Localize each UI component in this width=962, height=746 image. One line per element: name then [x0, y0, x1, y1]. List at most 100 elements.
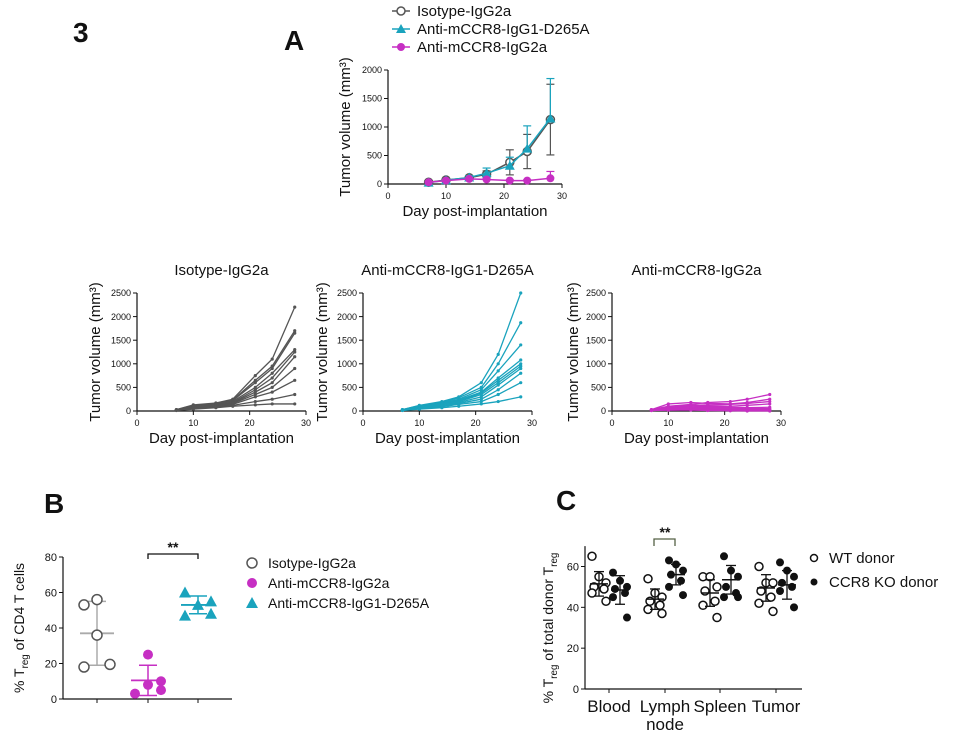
data-point	[270, 357, 274, 361]
data-point	[756, 586, 766, 596]
x-tick-label: 30	[301, 418, 311, 428]
data-point	[720, 593, 728, 602]
y-axis-label-part: reg	[549, 665, 560, 679]
significance-bracket	[147, 553, 199, 559]
y-tick-label: 20	[567, 643, 579, 655]
data-point	[479, 402, 483, 406]
x-tick-label: 30	[776, 418, 786, 428]
data-point	[778, 578, 786, 587]
data-point	[519, 358, 523, 362]
legend-label: Isotype-IgG2a	[417, 3, 512, 20]
y-tick-label: 1500	[362, 94, 382, 104]
data-point	[523, 176, 532, 185]
data-point	[546, 174, 555, 183]
data-point	[496, 383, 500, 387]
y-tick-label: 2000	[337, 312, 357, 322]
data-point	[519, 395, 523, 399]
data-point	[253, 390, 257, 394]
data-point	[657, 592, 667, 602]
x-tick-label: 30	[527, 418, 537, 428]
y-tick-label: 1000	[337, 359, 357, 369]
data-point	[645, 596, 655, 606]
x-tick-label: node	[646, 715, 684, 734]
data-point	[665, 582, 673, 591]
data-point	[270, 381, 274, 385]
x-tick-label: Blood	[587, 697, 630, 716]
data-point	[293, 348, 297, 352]
data-point	[649, 408, 654, 413]
legend-label: Anti-mCCR8-IgG2a	[268, 575, 390, 591]
data-point	[91, 593, 103, 606]
y-tick-label: 1500	[586, 335, 606, 345]
data-point	[253, 381, 257, 385]
y-tick-label: 2500	[337, 288, 357, 298]
data-point	[599, 584, 609, 594]
data-point	[424, 178, 433, 187]
data-point	[505, 176, 514, 185]
data-point	[790, 603, 798, 612]
y-axis-label-part: of CD4 T cells	[11, 563, 27, 654]
legend-marker	[809, 553, 819, 563]
data-point	[545, 113, 556, 123]
series-line-1	[428, 117, 551, 184]
data-point	[253, 378, 257, 382]
data-point	[519, 343, 523, 347]
y-axis-label: Tumor volume (mm³)	[87, 282, 104, 421]
figure-number: 3	[73, 17, 89, 48]
data-point	[587, 588, 597, 598]
data-point	[231, 404, 235, 408]
data-point	[400, 408, 405, 413]
chart-title: Isotype-IgG2a	[174, 262, 269, 279]
legend-label: CCR8 KO donor	[829, 574, 938, 591]
data-point	[728, 409, 732, 413]
data-point	[609, 568, 617, 577]
data-point	[496, 352, 500, 356]
data-point	[270, 376, 274, 380]
data-point	[465, 174, 474, 183]
y-axis-label-part: reg	[20, 654, 31, 668]
legend-marker	[396, 6, 406, 16]
y-tick-label: 500	[342, 383, 357, 393]
data-point	[496, 376, 500, 380]
y-tick-label: 2500	[586, 288, 606, 298]
data-point	[205, 607, 217, 619]
data-point	[293, 331, 297, 335]
y-axis-label: Tumor volume (mm³)	[337, 57, 354, 196]
data-point	[665, 556, 673, 565]
y-axis-label: % Treg of CD4 T cells	[11, 563, 31, 693]
data-point	[745, 403, 749, 407]
legend-marker	[246, 597, 258, 608]
data-point	[479, 381, 483, 385]
data-point	[253, 399, 257, 404]
data-point	[601, 596, 611, 606]
data-point	[253, 395, 257, 399]
data-point	[130, 688, 140, 699]
data-point	[745, 409, 749, 413]
data-point	[253, 392, 257, 397]
y-tick-label: 1500	[111, 335, 131, 345]
data-point	[440, 406, 444, 410]
legend-marker	[396, 24, 406, 33]
data-point	[270, 397, 274, 401]
data-point	[706, 408, 710, 413]
y-tick-label: 1000	[362, 122, 382, 132]
data-point	[768, 392, 772, 397]
x-tick-label: 0	[609, 418, 614, 428]
x-tick-label: 0	[360, 418, 365, 428]
y-tick-label: 2000	[362, 65, 382, 75]
data-point	[643, 574, 653, 584]
data-point	[496, 388, 500, 392]
data-point	[496, 362, 500, 366]
y-axis-label: Tumor volume (mm³)	[314, 282, 331, 421]
legend-label: Anti-mCCR8-IgG1-D265A	[268, 595, 430, 611]
chart-title: Anti-mCCR8-IgG1-D265A	[361, 262, 534, 279]
data-point	[253, 403, 257, 407]
data-point	[788, 582, 796, 591]
x-tick-label: Lymph	[640, 697, 690, 716]
data-point	[192, 598, 204, 610]
data-point	[270, 402, 274, 406]
data-point	[679, 566, 687, 575]
data-point	[519, 362, 523, 366]
